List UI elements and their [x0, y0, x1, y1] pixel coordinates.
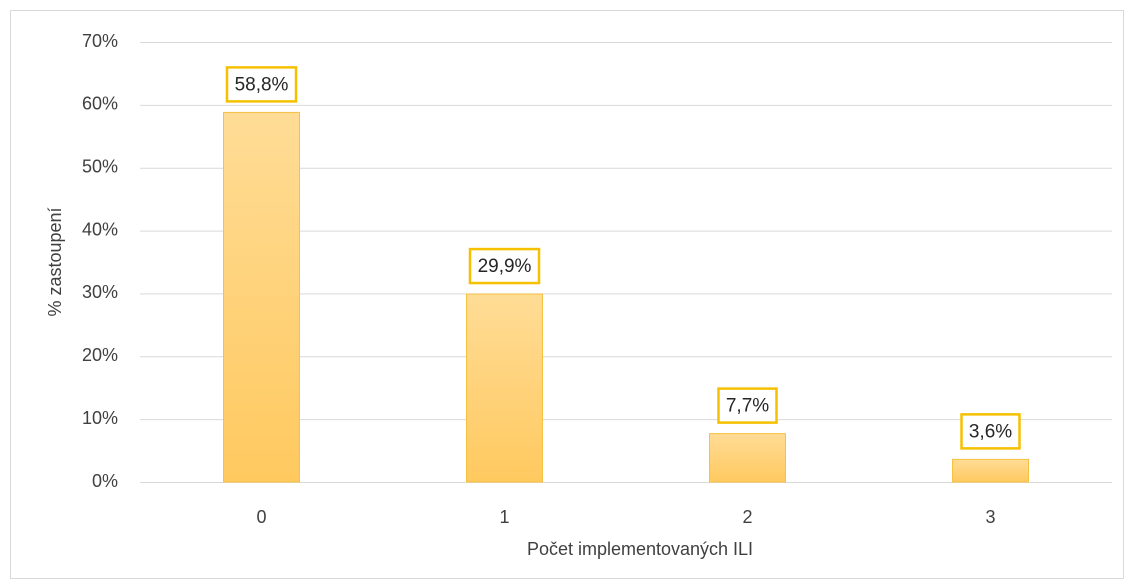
data-label-box: [717, 387, 778, 424]
x-tick-label: 2: [742, 507, 752, 527]
y-axis-label: % zastoupení: [45, 207, 65, 316]
y-tick-label: 70%: [82, 31, 118, 51]
x-tick-label: 1: [499, 507, 509, 527]
y-tick-label: 60%: [82, 94, 118, 114]
bar: [466, 293, 543, 483]
y-tick-label: 50%: [82, 156, 118, 176]
data-label: 58,8%: [235, 74, 289, 95]
y-tick-label: 40%: [82, 219, 118, 239]
bar: [223, 111, 300, 483]
bar: [709, 433, 786, 483]
data-label-box: [960, 413, 1021, 450]
x-tick-label: 0: [256, 507, 266, 527]
data-label: 7,7%: [726, 396, 769, 417]
bar: [952, 458, 1029, 483]
chart-border: [10, 10, 1124, 579]
data-label-box: [468, 247, 541, 285]
data-label: 3,6%: [969, 421, 1012, 442]
x-tick-label: 3: [985, 507, 995, 527]
y-tick-label: 10%: [82, 408, 118, 428]
y-tick-label: 20%: [82, 345, 118, 365]
y-tick-label: 0%: [92, 471, 118, 491]
y-tick-label: 30%: [82, 282, 118, 302]
data-label-box: [225, 66, 298, 103]
data-label: 29,9%: [478, 256, 532, 277]
x-axis-label: Počet implementovaných ILI: [527, 539, 753, 559]
